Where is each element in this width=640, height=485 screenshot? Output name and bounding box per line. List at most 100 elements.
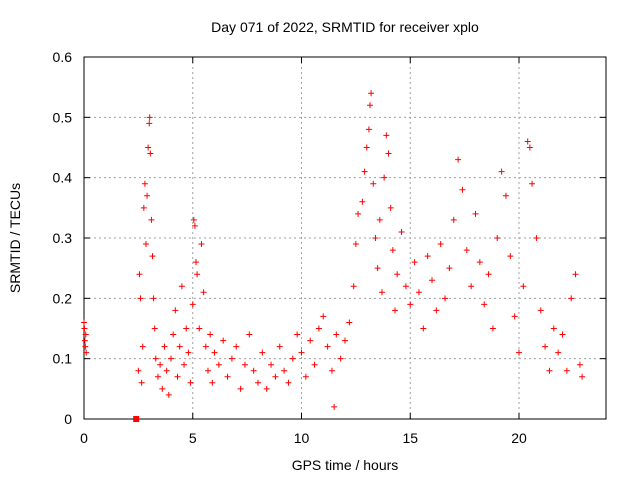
y-tick-label: 0.1 [53, 351, 73, 367]
data-point [368, 90, 375, 97]
data-point [455, 156, 462, 163]
data-point [433, 307, 440, 314]
data-point [149, 253, 156, 260]
data-point [294, 331, 301, 338]
data-point [350, 283, 357, 290]
data-point [307, 337, 314, 344]
data-point [502, 192, 509, 199]
data-point [481, 301, 488, 308]
data-point [324, 343, 331, 350]
data-point [361, 168, 368, 175]
data-point [355, 210, 362, 217]
data-point [196, 325, 203, 332]
data-point [370, 180, 377, 187]
data-point [507, 253, 514, 260]
data-point [168, 355, 174, 362]
data-point [82, 331, 89, 338]
chart-title: Day 071 of 2022, SRMTID for receiver xpl… [211, 19, 479, 35]
data-point [276, 343, 283, 350]
y-tick-label: 0.3 [53, 230, 73, 246]
x-tick-label: 15 [402, 430, 418, 446]
data-point [204, 367, 211, 374]
data-point [576, 361, 583, 368]
data-point [520, 283, 527, 290]
data-point [407, 301, 414, 308]
data-point [198, 241, 205, 248]
data-point [498, 168, 505, 175]
data-point [367, 102, 374, 109]
data-point [82, 343, 89, 350]
square-marker [133, 416, 140, 422]
data-point [142, 241, 149, 248]
grid-lines [84, 57, 606, 419]
data-point [555, 349, 562, 356]
data-point [387, 204, 394, 211]
data-point [472, 210, 479, 217]
data-points [81, 90, 586, 422]
data-point [328, 367, 335, 374]
data-point [415, 289, 422, 296]
data-point [446, 265, 453, 272]
data-point [374, 265, 381, 272]
data-point [194, 271, 201, 278]
data-point [489, 325, 496, 332]
data-point [376, 216, 383, 223]
y-tick-label: 0 [64, 411, 72, 427]
data-point [152, 355, 159, 362]
data-point [516, 349, 522, 356]
data-point [147, 150, 154, 157]
data-point [342, 337, 348, 344]
data-point [494, 235, 501, 241]
data-point [485, 271, 492, 278]
data-point [145, 144, 152, 151]
data-point [151, 325, 158, 332]
data-point [437, 241, 444, 248]
data-point [365, 126, 372, 133]
y-axis-label: SRMTID / TECUs [7, 183, 23, 293]
y-tick-label: 0.2 [53, 290, 73, 306]
data-point [468, 283, 475, 290]
data-point [331, 403, 338, 410]
data-point [511, 313, 518, 320]
data-point [157, 361, 164, 368]
data-point [363, 144, 370, 151]
data-point [450, 216, 457, 223]
data-point [372, 235, 379, 241]
data-point [333, 331, 340, 338]
data-point [542, 343, 549, 350]
data-point [459, 186, 466, 193]
data-point [146, 120, 153, 127]
data-point [383, 132, 390, 139]
data-point [191, 222, 198, 229]
data-point [524, 138, 531, 145]
data-point [359, 198, 366, 205]
data-point [268, 361, 275, 368]
data-point [352, 241, 359, 248]
data-point [246, 331, 253, 338]
data-point [135, 367, 142, 374]
data-point [559, 331, 566, 338]
data-point [176, 343, 183, 350]
data-point [81, 325, 88, 332]
data-point [237, 385, 244, 392]
data-point [250, 367, 257, 374]
data-point [302, 373, 309, 380]
data-point [207, 331, 214, 338]
data-point [215, 361, 222, 368]
data-point [385, 150, 392, 157]
data-point [255, 379, 261, 386]
data-point [463, 247, 470, 254]
data-point [220, 337, 227, 344]
data-point [200, 289, 207, 296]
data-point [141, 180, 148, 187]
y-tick-label: 0.5 [53, 109, 73, 125]
data-point [526, 144, 533, 151]
data-point [579, 373, 586, 380]
data-point [150, 295, 157, 302]
data-point [533, 235, 540, 241]
data-point [172, 307, 179, 314]
data-point [165, 391, 172, 398]
data-point [311, 361, 318, 368]
data-point [174, 373, 181, 380]
data-point [394, 271, 401, 278]
